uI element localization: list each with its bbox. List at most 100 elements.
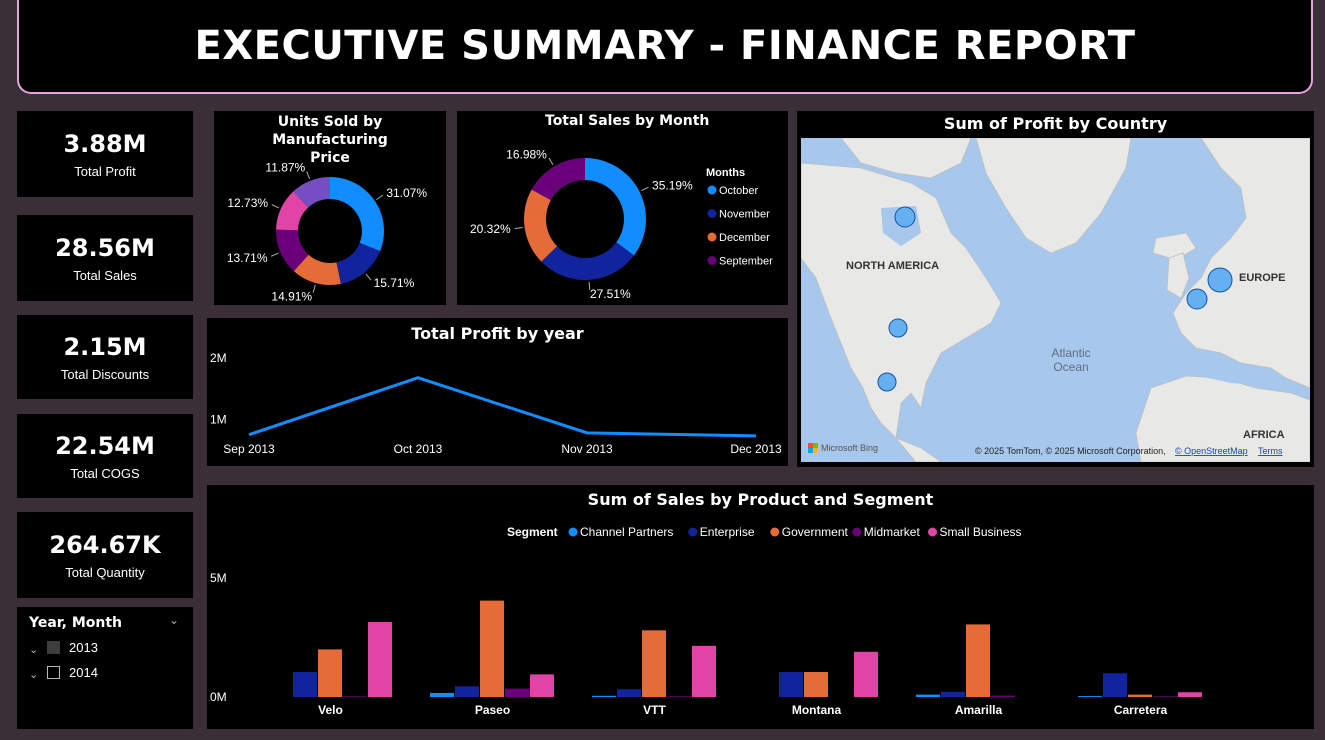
legend-marker[interactable] xyxy=(707,232,717,242)
profit-map-panel[interactable]: Sum of Profit by Country NORTH AMERICA E… xyxy=(797,111,1314,467)
sales-by-product-bar-chart: Segment Channel Partners Enterprise Governm… xyxy=(210,525,1202,717)
bing-logo-square xyxy=(813,443,818,448)
x-tick-label: Carretera xyxy=(1114,703,1168,717)
kpi-card-total-sales[interactable]: 28.56M Total Sales xyxy=(17,215,193,301)
slicer-item-2013[interactable]: ⌄ 2013 xyxy=(29,640,98,656)
bar-carretera[interactable] xyxy=(1078,696,1102,697)
units-sold-slice[interactable] xyxy=(336,242,381,284)
sales-month-slice[interactable] xyxy=(531,158,585,201)
bar-montana[interactable] xyxy=(779,672,803,697)
legend-item-december[interactable]: December xyxy=(719,232,770,244)
units-sold-slice[interactable] xyxy=(293,177,330,208)
checkbox-2013[interactable] xyxy=(47,641,60,654)
units-sold-slice[interactable] xyxy=(293,254,341,285)
year-month-slicer[interactable]: Year, Month ⌄ ⌄ 2013 ⌄ 2014 xyxy=(17,607,193,729)
checkbox-2014[interactable] xyxy=(47,666,60,679)
bar-paseo[interactable] xyxy=(480,600,504,697)
sales-by-month-donut-panel[interactable]: Total Sales by Month 35.19% 27.51% 20.32% 1… xyxy=(457,111,788,305)
sales-month-slice[interactable] xyxy=(541,242,634,280)
chart-title: Total Profit by year xyxy=(411,324,584,343)
bar-paseo[interactable] xyxy=(505,688,529,697)
bar-velo[interactable] xyxy=(318,649,342,697)
map-bubble-germany[interactable] xyxy=(1207,267,1233,293)
bar-carretera[interactable] xyxy=(1153,696,1177,697)
kpi-card-total-profit[interactable]: 3.88M Total Profit xyxy=(17,111,193,197)
map-bubble-mexico[interactable] xyxy=(877,372,897,392)
legend-item[interactable]: Small Business xyxy=(940,525,1022,539)
slicer-item-2014[interactable]: ⌄ 2014 xyxy=(29,665,98,681)
units-sold-donut-chart: 31.07% 15.71% 14.91% 13.71% 12.73% 11.87% xyxy=(227,161,428,304)
units-sold-slice[interactable] xyxy=(276,229,309,272)
europe-land xyxy=(1172,138,1310,389)
profit-by-year-panel[interactable]: Total Profit by year 1M 2M Sep 2013 Oct 201… xyxy=(207,318,788,466)
chart-title: Sum of Sales by Product and Segment xyxy=(587,490,934,509)
legend-marker[interactable] xyxy=(568,527,578,537)
legend-item-october[interactable]: October xyxy=(719,185,758,197)
bar-paseo[interactable] xyxy=(430,692,454,697)
chart-title: Sum of Profit by Country xyxy=(943,114,1168,133)
units-sold-slice[interactable] xyxy=(330,177,384,252)
bar-vtt[interactable] xyxy=(592,695,616,697)
bar-paseo[interactable] xyxy=(455,686,479,697)
uk-land xyxy=(1166,252,1190,299)
bar-velo[interactable] xyxy=(368,622,392,697)
legend-marker[interactable] xyxy=(688,527,698,537)
bar-amarilla[interactable] xyxy=(941,691,965,697)
kpi-label: Total Discounts xyxy=(60,366,150,382)
x-tick-label: Amarilla xyxy=(955,703,1003,717)
bar-vtt[interactable] xyxy=(667,696,691,697)
chevron-down-icon[interactable]: ⌄ xyxy=(168,613,179,627)
map-bubble-france[interactable] xyxy=(1186,288,1208,310)
units-sold-leader-line xyxy=(271,204,280,209)
legend-marker[interactable] xyxy=(928,527,937,537)
sales-month-slice[interactable] xyxy=(585,158,646,256)
map-bubble-canada[interactable] xyxy=(894,206,916,228)
sales-month-leader-line xyxy=(588,281,591,290)
bar-montana[interactable] xyxy=(854,651,878,697)
x-tick-label: Oct 2013 xyxy=(394,442,443,456)
legend-item[interactable]: Midmarket xyxy=(864,525,921,539)
greenland-land xyxy=(975,138,1132,254)
terms-link[interactable]: Terms xyxy=(1258,446,1283,456)
legend-marker[interactable] xyxy=(707,209,717,218)
legend-item[interactable]: Government xyxy=(782,525,849,539)
legend-title: Months xyxy=(706,167,745,179)
chevron-down-icon[interactable]: ⌄ xyxy=(29,643,39,656)
legend-item-september[interactable]: September xyxy=(719,256,773,268)
kpi-card-total-quantity[interactable]: 264.67K Total Quantity xyxy=(17,512,193,598)
sales-by-product-panel[interactable]: Sum of Sales by Product and Segment Segm… xyxy=(207,485,1314,729)
bar-carretera[interactable] xyxy=(1128,694,1152,697)
units-sold-data-label: 14.91% xyxy=(271,290,312,304)
profit-map[interactable]: NORTH AMERICA EUROPE AFRICA Atlantic Oce… xyxy=(801,138,1310,462)
bar-amarilla[interactable] xyxy=(916,694,940,697)
profit-line[interactable] xyxy=(248,376,757,438)
legend-marker[interactable] xyxy=(707,256,717,265)
bar-carretera[interactable] xyxy=(1103,673,1127,697)
legend-item-november[interactable]: November xyxy=(719,209,770,221)
openstreetmap-link[interactable]: © OpenStreetMap xyxy=(1175,446,1248,456)
bar-vtt[interactable] xyxy=(692,645,716,697)
kpi-card-total-cogs[interactable]: 22.54M Total COGS xyxy=(17,414,193,498)
bar-velo[interactable] xyxy=(343,696,367,697)
sales-month-slice[interactable] xyxy=(524,189,558,262)
units-sold-donut-panel[interactable]: Units Sold by Manufacturing Price 31.07%… xyxy=(214,111,446,305)
kpi-card-total-discounts[interactable]: 2.15M Total Discounts xyxy=(17,315,193,399)
legend-item[interactable]: Channel Partners xyxy=(580,525,673,539)
legend-title: Segment xyxy=(507,525,558,539)
legend-marker[interactable] xyxy=(770,527,780,537)
bar-amarilla[interactable] xyxy=(966,624,990,697)
bar-vtt[interactable] xyxy=(617,689,641,697)
legend-item[interactable]: Enterprise xyxy=(700,525,755,539)
chevron-down-icon[interactable]: ⌄ xyxy=(29,668,39,681)
bar-paseo[interactable] xyxy=(530,674,554,697)
units-sold-slice[interactable] xyxy=(276,191,309,231)
legend-marker[interactable] xyxy=(852,527,862,537)
bar-amarilla[interactable] xyxy=(991,695,1015,697)
bar-carretera[interactable] xyxy=(1178,692,1202,697)
bar-montana[interactable] xyxy=(804,672,828,697)
bar-velo[interactable] xyxy=(293,672,317,697)
chart-title: Units Sold by Manufacturing Price xyxy=(272,114,388,166)
bar-vtt[interactable] xyxy=(642,630,666,697)
legend-marker[interactable] xyxy=(707,185,717,195)
map-bubble-usa[interactable] xyxy=(888,318,908,338)
